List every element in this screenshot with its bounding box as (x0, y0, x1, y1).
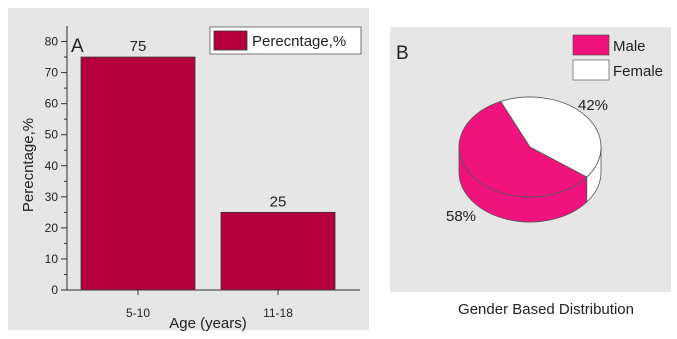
y-tick-label: 0 (51, 283, 58, 297)
y-tick-label: 40 (45, 159, 59, 173)
pie (458, 96, 602, 223)
x-tick-label: 11-18 (263, 306, 293, 320)
bar (80, 56, 196, 291)
y-tick-label: 60 (45, 97, 59, 111)
x-tick-label: 5-10 (126, 306, 150, 320)
bar (220, 211, 336, 291)
pie-caption: Gender Based Distribution (458, 301, 634, 318)
y-axis: 0 10 20 30 40 50 60 70 80 (45, 26, 68, 297)
legend-female-swatch (572, 59, 610, 81)
y-axis-label: Perecntage,% (20, 118, 37, 212)
pie-data-label-female: 42% (578, 97, 608, 114)
pie-slice-female (500, 96, 602, 178)
bar-data-label: 25 (270, 193, 287, 210)
legend-male-label: Male (613, 38, 646, 55)
bar-data-label: 75 (130, 38, 147, 55)
legend-female-label: Female (613, 63, 663, 80)
y-tick-label: 50 (45, 128, 59, 142)
pie-data-label-male: 58% (446, 208, 476, 225)
bar-chart-panel: A 0 10 20 30 40 50 60 70 80 75 25 5-10 11-18 Perec… (8, 8, 369, 332)
bar-panel-label: A (71, 36, 84, 57)
pie-panel-label: B (396, 43, 409, 64)
y-tick-label: 80 (45, 35, 59, 49)
pie-legend: Male Female (572, 34, 663, 81)
pie-slice-male (458, 100, 588, 198)
pie-chart-panel: B Male Female 42% 58% (390, 27, 671, 292)
y-tick-label: 70 (45, 66, 59, 80)
x-axis-label: Age (years) (169, 315, 247, 332)
y-tick-label: 10 (45, 252, 59, 266)
bar-legend: Perecntage,% (209, 26, 362, 55)
y-tick-label: 30 (45, 190, 59, 204)
bar-legend-label: Perecntage,% (252, 33, 346, 50)
y-tick-label: 20 (45, 221, 59, 235)
x-axis: 5-10 11-18 (67, 289, 360, 320)
legend-male-swatch (572, 34, 610, 56)
bar-legend-swatch (213, 30, 248, 51)
